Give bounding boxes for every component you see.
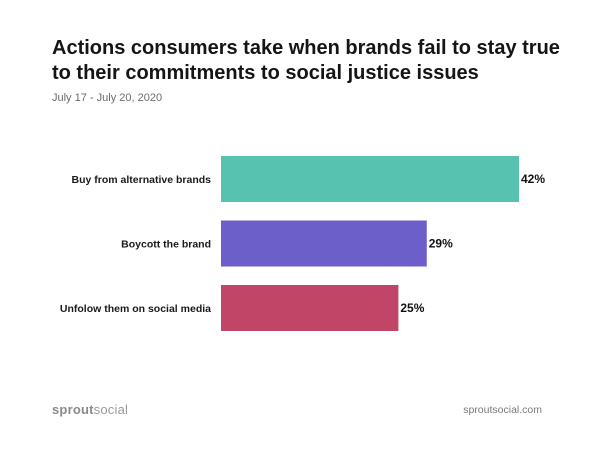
category-label-2: Boycott the brand bbox=[121, 239, 211, 251]
brand-logo-part1: sprout bbox=[52, 402, 94, 417]
brand-logo: sproutsocial bbox=[52, 402, 128, 417]
date-range: July 17 - July 20, 2020 bbox=[52, 92, 163, 104]
category-label-1: Buy from alternative brands bbox=[72, 174, 212, 186]
brand-logo-part2: social bbox=[93, 402, 129, 417]
chart-title: Actions consumers take when brands fail … bbox=[52, 37, 560, 84]
category-label-3: Unfolow them on social media bbox=[60, 303, 211, 315]
source-url: sproutsocial.com bbox=[463, 404, 542, 416]
value-label-3: 25% bbox=[400, 301, 424, 315]
bar-3 bbox=[221, 285, 399, 331]
bar-2 bbox=[221, 220, 427, 267]
value-label-2: 29% bbox=[429, 237, 453, 251]
bar-1 bbox=[221, 156, 519, 202]
value-label-1: 42% bbox=[521, 172, 545, 186]
